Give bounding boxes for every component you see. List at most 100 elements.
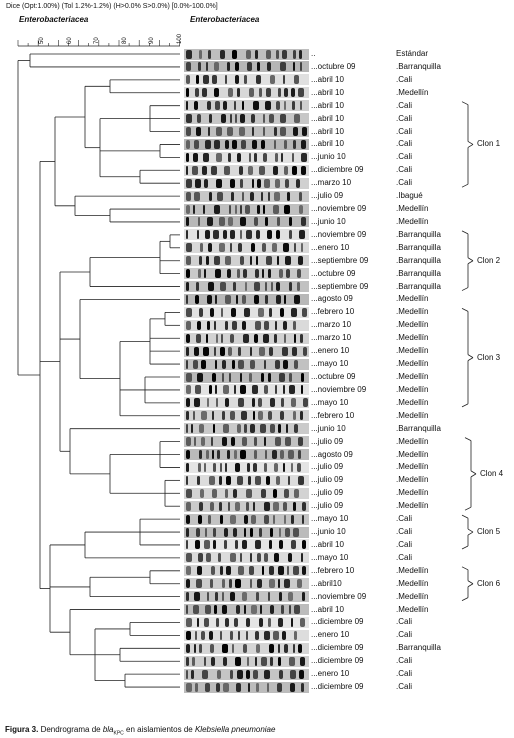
gel-band: [246, 49, 251, 59]
isolate-date: ...julio 09: [311, 191, 344, 201]
gel-band: [221, 333, 223, 343]
gel-band: [283, 385, 285, 395]
gel-band: [285, 178, 289, 188]
gel-lane: [184, 306, 309, 318]
gel-band: [259, 88, 262, 98]
gel-band: [222, 643, 228, 653]
clone-label: Clon 4: [480, 468, 504, 478]
gel-band: [212, 411, 214, 421]
gel-band: [294, 359, 298, 369]
gel-band: [284, 514, 286, 524]
isolate-city: .Barranquilla: [396, 281, 441, 291]
gel-band: [238, 359, 244, 369]
gel-band: [186, 385, 191, 395]
gel-band: [213, 527, 216, 537]
gel-band: [214, 320, 216, 330]
gel-band: [213, 230, 219, 240]
gel-band: [261, 656, 267, 666]
gel-band: [250, 191, 254, 201]
isolate-date: ...enero 10: [311, 669, 350, 679]
gel-band: [238, 398, 244, 408]
gel-lane: [184, 487, 309, 499]
gel-band: [251, 605, 257, 615]
gel-band: [282, 346, 288, 356]
dendrogram-branch: [464, 506, 472, 511]
gel-band: [253, 462, 257, 472]
gel-band: [225, 617, 229, 627]
gel-band: [229, 579, 232, 589]
gel-band: [280, 450, 284, 460]
gel-lane: [184, 87, 309, 99]
isolate-city: .Cali: [396, 178, 413, 188]
isolate-date: ...febrero 10: [311, 410, 355, 420]
gel-band: [256, 230, 260, 240]
gel-band: [196, 75, 199, 85]
gel-band: [240, 385, 246, 395]
isolate-city: .Cali: [396, 113, 413, 123]
isolate-date: ...junio 10: [311, 527, 346, 537]
gel-band: [230, 243, 232, 253]
gel-band: [297, 462, 301, 472]
gel-band: [228, 88, 233, 98]
gel-band: [215, 385, 217, 395]
gel-band: [209, 114, 212, 124]
gel-band: [289, 217, 292, 227]
gel-band: [186, 630, 191, 640]
dendrogram-branch: [461, 230, 469, 235]
gel-lane: [184, 474, 309, 486]
gel-band: [299, 191, 302, 201]
gel-band: [274, 462, 278, 472]
gel-lane: [184, 629, 309, 641]
gel-band: [271, 282, 273, 292]
gel-band: [242, 437, 247, 447]
clone-label: Clon 2: [477, 255, 501, 265]
isolate-city: .Barranquilla: [396, 423, 441, 433]
gel-band: [269, 114, 274, 124]
isolate-date: ...junio 10: [311, 216, 346, 226]
gel-band: [301, 372, 304, 382]
gel-band: [298, 88, 304, 98]
gel-band: [279, 527, 281, 537]
gel-band: [191, 669, 194, 679]
gel-band: [198, 269, 201, 279]
isolate-date: ...septiembre 09: [311, 255, 369, 265]
gel-band: [194, 191, 200, 201]
gel-band: [284, 488, 289, 498]
gel-band: [246, 230, 252, 240]
gel-band: [291, 307, 297, 317]
gel-band: [240, 178, 243, 188]
isolate-city: .Medellín: [396, 591, 429, 601]
gel-band: [186, 114, 192, 124]
gel-band: [203, 204, 205, 214]
gel-band: [201, 411, 207, 421]
gel-band: [275, 320, 277, 330]
gel-band: [248, 682, 250, 692]
gel-band: [208, 49, 211, 59]
gel-band: [284, 579, 290, 589]
gel-lane: [184, 616, 309, 628]
gel-band: [193, 359, 198, 369]
isolate-date: ...junio 10: [311, 423, 346, 433]
gel-band: [270, 605, 274, 615]
gel-band: [256, 643, 260, 653]
gel-band: [284, 139, 287, 149]
gel-band: [244, 307, 250, 317]
gel-band: [220, 630, 222, 640]
gel-band: [199, 307, 203, 317]
isolate-city: .Cali: [396, 527, 413, 537]
gel-band: [211, 566, 215, 576]
isolate-date: ...octubre 09: [311, 61, 356, 71]
gel-band: [301, 243, 303, 253]
isolate-city: .Medellín: [396, 578, 429, 588]
gel-band: [220, 282, 226, 292]
gel-band: [254, 333, 258, 343]
gel-band: [237, 269, 240, 279]
gel-band: [244, 424, 247, 434]
gel-band: [235, 540, 238, 550]
gel-band: [288, 553, 292, 563]
gel-band: [222, 437, 227, 447]
gel-lane: [184, 668, 309, 680]
gel-band: [235, 462, 240, 472]
dendrogram-branch: [467, 531, 474, 536]
gel-band: [244, 527, 246, 537]
